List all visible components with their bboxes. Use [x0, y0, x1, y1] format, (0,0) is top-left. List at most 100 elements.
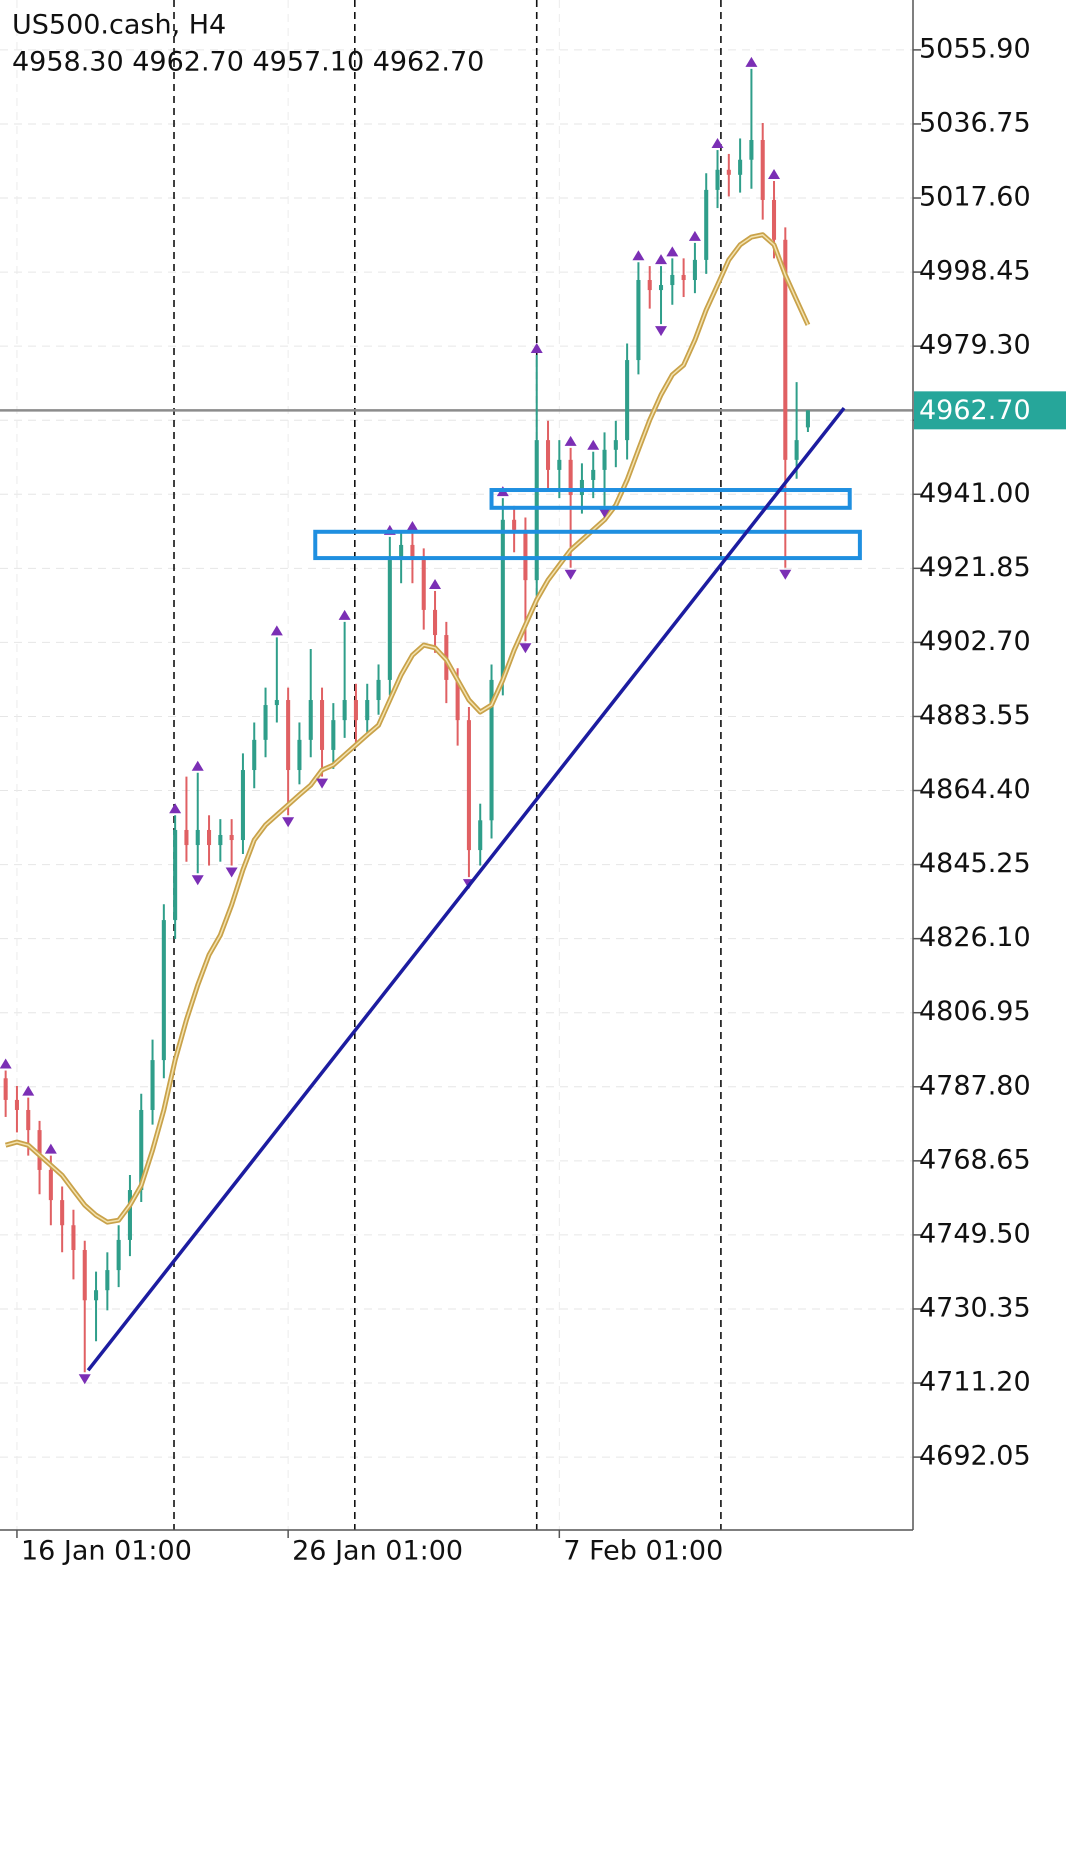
- fractal-down: [519, 643, 532, 654]
- y-tick-label: 4845.25: [919, 848, 1031, 879]
- candle-body: [342, 700, 347, 721]
- zone: [489, 488, 852, 510]
- fractal-up: [632, 250, 645, 261]
- candle-body: [636, 280, 641, 361]
- fractal-up: [191, 760, 204, 771]
- fractal-up: [564, 435, 577, 446]
- candle-body: [240, 770, 245, 841]
- y-tick-label: 4902.70: [919, 626, 1031, 657]
- fractal-up: [270, 625, 283, 636]
- fractal-up: [666, 246, 679, 257]
- y-tick-label: 4998.45: [919, 256, 1031, 287]
- candle-body: [82, 1249, 87, 1301]
- fractal-down: [564, 569, 577, 580]
- plot: [0, 0, 913, 1530]
- candle-body: [274, 700, 279, 706]
- candle-body: [320, 700, 325, 750]
- candle-body: [26, 1109, 31, 1131]
- candle-body: [760, 140, 765, 200]
- fractal-up: [338, 609, 351, 620]
- candle-body: [161, 920, 166, 1061]
- candle-body: [557, 459, 562, 470]
- fractal-up: [169, 803, 182, 814]
- fractal-up: [768, 169, 781, 180]
- y-tick-label: 4864.40: [919, 774, 1031, 805]
- candle-body: [94, 1290, 99, 1301]
- ohlc-readout: 4958.30 4962.70 4957.10 4962.70: [12, 47, 484, 78]
- candle-body: [692, 259, 697, 281]
- candle-body: [48, 1169, 53, 1201]
- candle-body: [14, 1099, 19, 1110]
- fractal-up: [406, 520, 419, 531]
- y-tick-label: 4768.65: [919, 1144, 1031, 1175]
- candle-body: [670, 274, 675, 286]
- candle-body: [139, 1109, 144, 1191]
- candle-body: [478, 820, 483, 851]
- y-tick-label: 4979.30: [919, 330, 1031, 361]
- candle-body: [60, 1200, 65, 1226]
- candle-body: [647, 280, 652, 291]
- candle-body: [263, 705, 268, 740]
- fractal-down: [598, 507, 611, 518]
- candle-body: [387, 560, 392, 680]
- candle-body: [455, 679, 460, 721]
- current-price-box: [914, 391, 1066, 430]
- candle-body: [534, 440, 539, 581]
- candle-body: [252, 739, 257, 771]
- fractal-down: [191, 875, 204, 886]
- fractal-down: [282, 817, 295, 828]
- candle-body: [681, 274, 686, 281]
- fractal-up: [745, 56, 758, 67]
- candle-body: [545, 440, 551, 470]
- candle-body: [353, 700, 358, 721]
- candle-body: [715, 169, 720, 190]
- fractal-down: [225, 867, 238, 878]
- fractal-up: [44, 1143, 57, 1154]
- candle-body: [207, 829, 212, 846]
- candle-body: [658, 285, 664, 291]
- candle-body: [150, 1060, 155, 1110]
- candle-body: [726, 169, 731, 175]
- axes: 5055.905036.755017.604998.454979.304960.…: [0, 0, 1066, 1567]
- candle-body: [229, 835, 234, 841]
- candle-body: [771, 199, 777, 240]
- candle-body: [105, 1270, 110, 1291]
- candle-body: [432, 609, 438, 636]
- candle-body: [500, 519, 505, 680]
- candle-body: [376, 679, 381, 701]
- x-tick-label: 7 Feb 01:00: [563, 1536, 723, 1567]
- candle-body: [37, 1130, 42, 1170]
- candle-body: [173, 829, 178, 921]
- fractal-down: [316, 778, 329, 789]
- symbol-title: US500.cash, H4: [12, 10, 226, 41]
- candle-body: [749, 140, 754, 160]
- y-tick-label: 4826.10: [919, 922, 1031, 953]
- candle-body: [466, 720, 471, 851]
- candle-body: [195, 829, 200, 846]
- moving-average-inner: [5, 234, 809, 1223]
- fractal-up: [688, 230, 701, 241]
- candle-body: [297, 739, 302, 771]
- y-tick-label: 4806.95: [919, 996, 1031, 1027]
- fractal-up: [22, 1085, 35, 1096]
- fractal-up: [587, 439, 600, 450]
- candle-body: [3, 1078, 8, 1100]
- x-tick-label: 16 Jan 01:00: [21, 1536, 192, 1567]
- candle-body: [805, 410, 810, 428]
- candle-body: [421, 560, 426, 610]
- fractal-up: [429, 578, 442, 589]
- candle-body: [331, 720, 336, 750]
- candle-body: [116, 1239, 121, 1271]
- candle-body: [218, 835, 223, 846]
- candle-body: [613, 440, 618, 450]
- y-tick-label: 4787.80: [919, 1070, 1031, 1101]
- candle-body: [71, 1225, 76, 1250]
- y-tick-label: 5055.90: [919, 33, 1031, 64]
- y-tick-label: 4941.00: [919, 478, 1031, 509]
- candle-body: [308, 700, 313, 740]
- trendline: [86, 406, 846, 1372]
- y-tick-label: 4692.05: [919, 1441, 1031, 1472]
- candle-body: [591, 469, 596, 480]
- candle-body: [625, 360, 630, 441]
